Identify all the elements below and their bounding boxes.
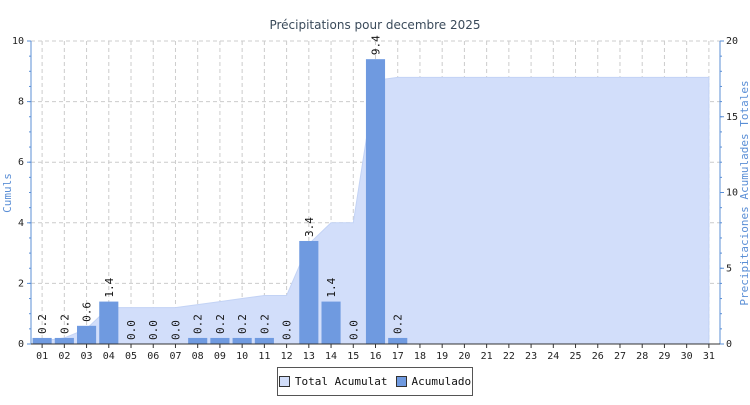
x-tick-label: 20 — [458, 351, 470, 362]
x-tick-label: 09 — [214, 351, 226, 362]
value-labels: 0.2 0.2 0.6 1.4 0.0 0.0 0.0 0.2 0.2 0.2 0.2 0.0 3.4 1… — [36, 35, 405, 340]
legend-label-acumulado: Acumulado — [411, 375, 472, 388]
value-label-day-07: 0.0 — [169, 320, 182, 340]
value-label-day-03: 0.6 — [81, 302, 94, 322]
legend-item-total: Total Acumulat — [278, 375, 388, 388]
x-tick-label: 17 — [392, 351, 404, 362]
value-label-day-11: 0.2 — [258, 314, 271, 334]
value-label-day-05: 0.0 — [125, 320, 138, 340]
y-tick-label: 2 — [18, 278, 24, 289]
x-tick-label: 29 — [658, 351, 670, 362]
bar-day-14 — [321, 301, 341, 344]
bar-day-13 — [299, 240, 319, 344]
y-tick-label: 8 — [18, 97, 24, 108]
bar-day-09 — [210, 337, 230, 344]
x-tick-label: 13 — [303, 351, 315, 362]
y-tick-label: 4 — [18, 218, 24, 229]
chart-title: Précipitations pour decembre 2025 — [269, 18, 480, 32]
x-tick-label: 15 — [347, 351, 359, 362]
y2-tick-label: 0 — [726, 339, 732, 350]
x-tick-label: 23 — [525, 351, 537, 362]
legend-swatch-total — [278, 376, 290, 387]
x-tick-label: 08 — [192, 351, 204, 362]
legend-label-total: Total Acumulat — [294, 375, 388, 388]
bar-day-01 — [32, 337, 52, 344]
y-tick-label: 0 — [18, 339, 24, 350]
y-axis-label: Cumuls — [1, 173, 14, 213]
x-tick-label: 03 — [81, 351, 93, 362]
x-tick-label: 16 — [369, 351, 381, 362]
bar-day-10 — [232, 337, 252, 344]
legend-swatch-acumulado — [395, 376, 407, 387]
value-label-day-14: 1.4 — [325, 277, 338, 297]
x-tick-label: 26 — [592, 351, 604, 362]
x-tick-label: 02 — [58, 351, 70, 362]
x-tick-label: 05 — [125, 351, 137, 362]
value-label-day-13: 3.4 — [303, 217, 316, 237]
bar-day-04 — [99, 301, 119, 344]
bars — [32, 59, 408, 345]
x-tick-label: 18 — [414, 351, 426, 362]
bar-day-08 — [188, 337, 208, 344]
y2-axis-label: Precipitaciones Acumulades Totales — [738, 80, 750, 305]
bar-day-03 — [77, 325, 97, 344]
y2-tick-label: 10 — [726, 188, 738, 199]
x-tick-label: 07 — [169, 351, 181, 362]
value-label-day-06: 0.0 — [147, 320, 160, 340]
bar-day-02 — [54, 337, 74, 344]
x-tick-label: 22 — [503, 351, 515, 362]
legend: Total Acumulat Acumulado — [277, 367, 473, 396]
x-tick-label: 01 — [36, 351, 48, 362]
legend-item-acumulado: Acumulado — [395, 375, 472, 388]
bar-day-11 — [254, 337, 274, 344]
x-tick-label: 27 — [614, 351, 626, 362]
x-tick-label: 19 — [436, 351, 448, 362]
value-label-day-02: 0.2 — [58, 314, 71, 334]
x-tick-label: 25 — [570, 351, 582, 362]
value-label-day-09: 0.2 — [214, 314, 227, 334]
y2-tick-label: 15 — [726, 112, 738, 123]
x-tick-label: 11 — [258, 351, 270, 362]
value-label-day-12: 0.0 — [281, 320, 294, 340]
value-label-day-04: 1.4 — [103, 277, 116, 297]
x-tick-label: 06 — [147, 351, 159, 362]
value-label-day-17: 0.2 — [392, 314, 405, 334]
x-tick-label: 10 — [236, 351, 248, 362]
x-tick-label: 30 — [681, 351, 693, 362]
x-tick-label: 21 — [481, 351, 493, 362]
y-tick-label: 6 — [18, 157, 24, 168]
y2-tick-label: 5 — [726, 263, 732, 274]
x-tick-label: 14 — [325, 351, 337, 362]
x-tick-label: 24 — [547, 351, 559, 362]
value-label-day-16: 9.4 — [370, 35, 383, 55]
value-label-day-08: 0.2 — [192, 314, 205, 334]
x-tick-label: 31 — [703, 351, 715, 362]
x-tick-label: 04 — [103, 351, 115, 362]
bar-day-16 — [365, 59, 386, 345]
x-tick-label: 28 — [636, 351, 648, 362]
y2-tick-label: 20 — [726, 36, 738, 47]
bar-day-17 — [388, 337, 408, 344]
y-tick-label: 10 — [12, 36, 24, 47]
x-tick-label: 12 — [281, 351, 293, 362]
value-label-day-01: 0.2 — [36, 314, 49, 334]
value-label-day-15: 0.0 — [347, 320, 360, 340]
value-label-day-10: 0.2 — [236, 314, 249, 334]
